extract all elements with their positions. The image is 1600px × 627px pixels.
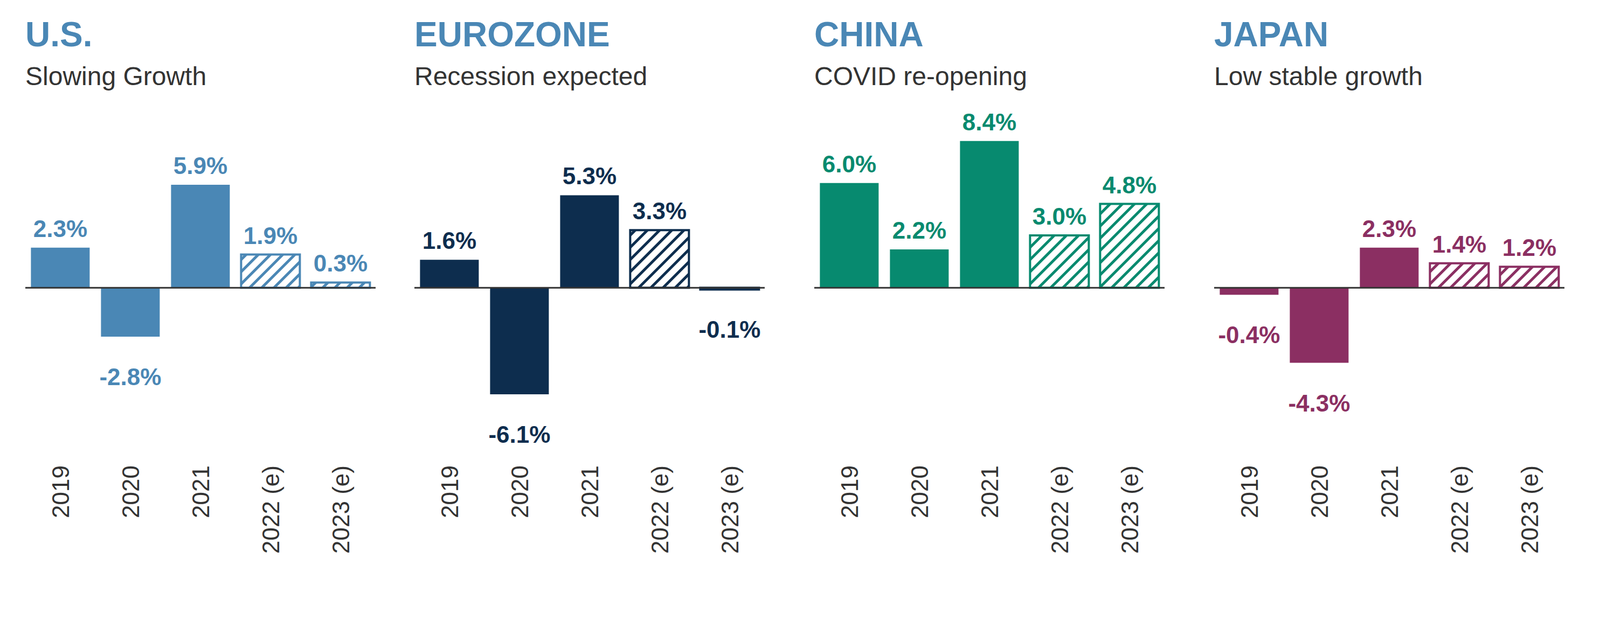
- svg-text:2022 (e): 2022 (e): [646, 465, 674, 554]
- svg-text:-6.1%: -6.1%: [488, 421, 551, 448]
- svg-text:2023 (e): 2023 (e): [716, 465, 744, 554]
- svg-text:2021: 2021: [1376, 465, 1403, 519]
- svg-text:-2.8%: -2.8%: [99, 363, 162, 391]
- svg-text:1.4%: 1.4%: [1432, 231, 1487, 258]
- svg-text:2021: 2021: [976, 465, 1003, 519]
- svg-text:2020: 2020: [506, 465, 533, 519]
- svg-text:6.0%: 6.0%: [822, 150, 877, 178]
- svg-text:2021: 2021: [576, 465, 604, 519]
- svg-text:4.8%: 4.8%: [1102, 171, 1157, 199]
- svg-text:0.3%: 0.3%: [313, 250, 368, 277]
- svg-text:2019: 2019: [436, 465, 463, 519]
- html-text:EUROZONE: EUROZONE: [414, 15, 610, 54]
- svg-text:2023 (e): 2023 (e): [1516, 465, 1543, 554]
- svg-text:2019: 2019: [836, 465, 863, 519]
- svg-text:1.9%: 1.9%: [243, 222, 298, 249]
- svg-text:-0.1%: -0.1%: [698, 316, 761, 343]
- svg-text:2020: 2020: [1306, 465, 1333, 519]
- svg-text:2023 (e): 2023 (e): [327, 465, 355, 554]
- svg-text:3.3%: 3.3%: [632, 197, 687, 225]
- svg-text:5.3%: 5.3%: [562, 162, 617, 190]
- html-text:CHINA: CHINA: [814, 15, 924, 54]
- html-text:U.S.: U.S.: [25, 15, 93, 54]
- svg-text:8.4%: 8.4%: [962, 108, 1017, 136]
- html-text:JAPAN: JAPAN: [1214, 15, 1329, 54]
- svg-text:2019: 2019: [1236, 465, 1263, 519]
- svg-text:2020: 2020: [906, 465, 933, 519]
- svg-text:2020: 2020: [117, 465, 144, 519]
- svg-text:3.0%: 3.0%: [1032, 203, 1087, 230]
- html-text:Slowing Growth: Slowing Growth: [25, 61, 207, 91]
- svg-text:1.2%: 1.2%: [1502, 234, 1557, 261]
- svg-text:2.3%: 2.3%: [1362, 215, 1417, 242]
- svg-text:2.3%: 2.3%: [33, 215, 88, 242]
- svg-text:2023 (e): 2023 (e): [1116, 465, 1144, 554]
- svg-text:1.6%: 1.6%: [422, 227, 477, 254]
- html-text:Recession expected: Recession expected: [414, 61, 648, 91]
- svg-text:2.2%: 2.2%: [892, 217, 947, 244]
- svg-text:-4.3%: -4.3%: [1287, 390, 1350, 417]
- svg-text:5.9%: 5.9%: [173, 152, 228, 179]
- svg-text:2022 (e): 2022 (e): [1046, 465, 1073, 554]
- svg-text:2021: 2021: [187, 465, 214, 519]
- html-text:Low stable growth: Low stable growth: [1214, 61, 1423, 91]
- svg-text:-0.4%: -0.4%: [1217, 321, 1280, 349]
- svg-text:2022 (e): 2022 (e): [257, 465, 285, 554]
- html-text:COVID re-opening: COVID re-opening: [814, 61, 1028, 91]
- svg-text:2019: 2019: [47, 465, 74, 519]
- svg-text:2022 (e): 2022 (e): [1446, 465, 1473, 554]
